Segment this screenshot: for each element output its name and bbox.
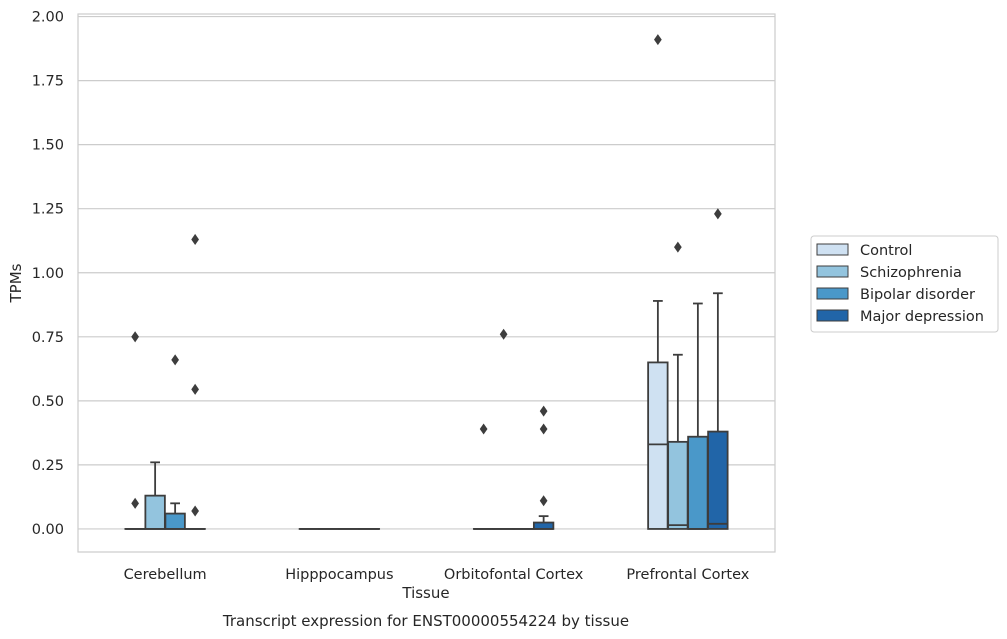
outlier-point bbox=[539, 405, 548, 417]
outlier-point bbox=[131, 331, 139, 343]
y-tick-label: 0.75 bbox=[32, 330, 64, 346]
legend-swatch bbox=[816, 243, 849, 256]
box bbox=[647, 361, 669, 530]
legend-swatch bbox=[816, 287, 849, 300]
outlier-point bbox=[674, 241, 682, 253]
outlier-point bbox=[539, 423, 548, 435]
box bbox=[707, 430, 729, 530]
legend-label: Bipolar disorder bbox=[860, 287, 975, 303]
legend: Control Schizophrenia Bipolar disorder Majo… bbox=[810, 235, 999, 333]
y-tick-label: 0.50 bbox=[32, 394, 64, 410]
legend-swatch bbox=[816, 309, 849, 322]
y-tick-label: 1.00 bbox=[32, 266, 64, 282]
x-tick-label: Hipppocampus bbox=[285, 567, 393, 583]
box-major-depression bbox=[707, 208, 729, 530]
outlier-point bbox=[191, 505, 199, 517]
y-axis-label: TPMs bbox=[7, 263, 25, 303]
x-tick-label: Orbitofontal Cortex bbox=[444, 567, 584, 583]
box-schizophrenia bbox=[667, 241, 689, 530]
outlier-point bbox=[131, 497, 139, 509]
box bbox=[667, 440, 689, 530]
outlier-point bbox=[714, 208, 722, 220]
outlier-point bbox=[171, 354, 179, 366]
box-major-depression bbox=[532, 405, 555, 530]
box-control bbox=[647, 34, 669, 530]
y-tick-label: 1.50 bbox=[32, 138, 64, 154]
legend-label: Control bbox=[860, 243, 912, 259]
box-schizophrenia bbox=[144, 461, 166, 530]
outlier-point bbox=[191, 233, 199, 245]
y-tick-label: 0.25 bbox=[32, 458, 64, 474]
legend-swatch bbox=[816, 265, 849, 278]
box-schizophrenia bbox=[492, 328, 515, 530]
outlier-point bbox=[191, 383, 199, 395]
y-tick-label: 0.00 bbox=[32, 522, 64, 538]
x-axis-label: Tissue bbox=[401, 584, 449, 602]
box bbox=[687, 435, 709, 530]
box-major-depression bbox=[184, 233, 206, 530]
y-tick-label: 1.75 bbox=[32, 74, 64, 90]
plot-area-frame bbox=[77, 13, 776, 553]
boxes bbox=[124, 34, 729, 530]
box bbox=[144, 494, 166, 530]
x-axis-ticks: Cerebellum Hipppocampus Orbitofontal Corte… bbox=[124, 567, 750, 583]
box bbox=[532, 521, 555, 530]
y-tick-label: 1.25 bbox=[32, 202, 64, 218]
outlier-point bbox=[479, 423, 488, 435]
outlier-point bbox=[499, 328, 508, 340]
legend-label: Major depression bbox=[860, 309, 984, 325]
box-control bbox=[472, 423, 495, 530]
y-tick-label: 2.00 bbox=[32, 10, 64, 26]
box-bipolar-disorder bbox=[164, 354, 186, 530]
box-control bbox=[124, 331, 146, 530]
x-tick-label: Prefrontal Cortex bbox=[626, 567, 749, 583]
legend-frame bbox=[810, 235, 999, 333]
gridlines bbox=[78, 15, 775, 530]
chart-caption: Transcript expression for ENST0000055422… bbox=[222, 612, 629, 630]
outlier-point bbox=[539, 495, 548, 507]
box bbox=[164, 512, 186, 530]
y-axis-ticks: 0.00 0.25 0.50 0.75 1.00 1.25 1.50 1.75 2.00 bbox=[32, 10, 64, 538]
outlier-point bbox=[654, 34, 662, 46]
legend-label: Schizophrenia bbox=[860, 265, 962, 281]
x-tick-label: Cerebellum bbox=[124, 567, 207, 583]
